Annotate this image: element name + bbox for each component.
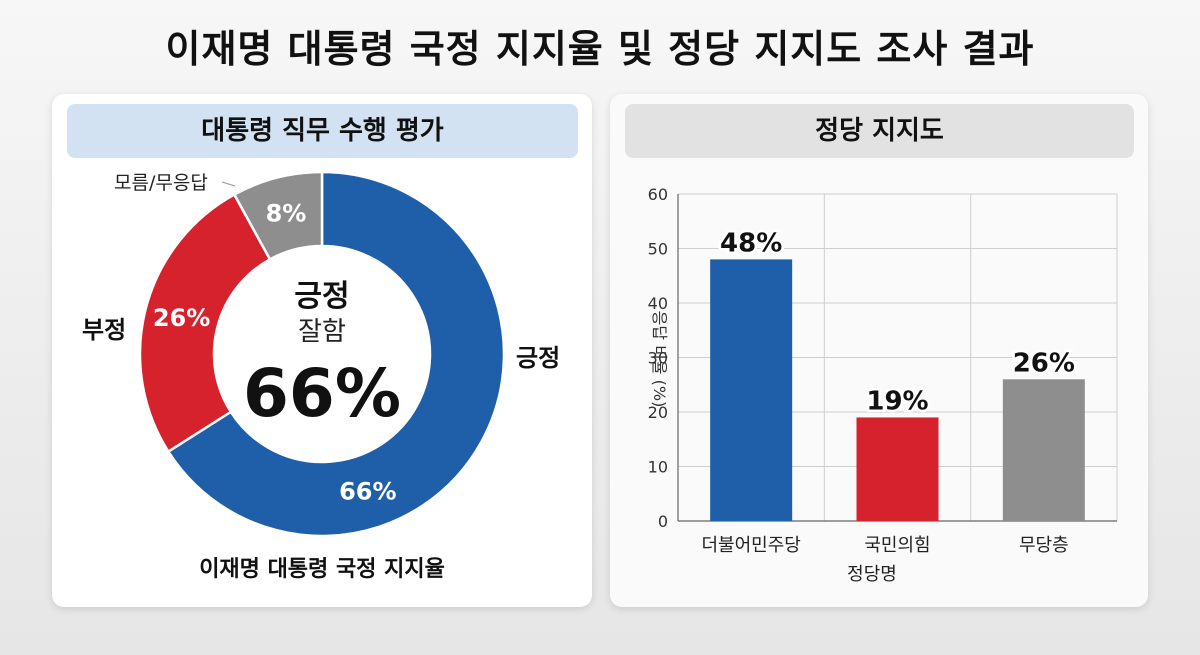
y-tick-label: 50 <box>648 240 668 259</box>
party-panel-header: 정당 지지도 <box>625 104 1134 158</box>
approval-panel-header: 대통령 직무 수행 평가 <box>67 104 578 158</box>
bar-2 <box>856 417 939 521</box>
y-tick-label: 40 <box>648 294 668 313</box>
x-category-label: 더불어민주당 <box>701 535 800 556</box>
page-title: 이재명 대통령 국정 지지율 및 정당 지지도 조사 결과 <box>165 27 1035 71</box>
x-axis-label: 정당명 <box>847 564 897 585</box>
center-value: 66% <box>243 355 401 432</box>
center-sublabel: 잘함 <box>298 317 346 347</box>
approval-caption: 이재명 대통령 국정 지지율 <box>199 557 445 582</box>
bar-value-label: 26% <box>1013 348 1075 378</box>
outer-label-negative: 부정 <box>82 316 126 344</box>
bar-value-label: 48% <box>720 228 782 258</box>
y-tick-label: 30 <box>648 349 668 368</box>
slice-unknown <box>232 170 324 262</box>
bar-value-label: 19% <box>866 386 928 416</box>
y-axis-label: 응답 비율 (%) <box>650 311 669 408</box>
bar-3 <box>1002 379 1085 521</box>
approval-panel: 대통령 직무 수행 평가 66% 26% 8% 긍정 잘함 66% 긍정 부정 모름… <box>52 94 592 607</box>
x-category-label: 무당층 <box>1019 535 1069 556</box>
party-support-panel: 정당 지지도 48% 19% 26% 0 10 20 30 40 50 60 더불어민주당 국민의힘… <box>610 94 1148 607</box>
y-tick-label: 20 <box>648 403 668 422</box>
approval-donut-chart: 66% 26% 8% 긍정 잘함 66% 긍정 부정 모름/무응답 이재명 대통령 … <box>82 170 560 582</box>
slice-positive <box>166 170 506 538</box>
outer-label-positive: 긍정 <box>516 344 560 372</box>
unknown-leader-line <box>221 181 236 187</box>
x-category-label: 국민의힘 <box>864 535 930 556</box>
y-tick-label: 60 <box>648 185 668 204</box>
slice-label-unknown: 8% <box>266 200 307 228</box>
slice-label-negative: 26% <box>153 304 210 332</box>
party-support-bar-chart: 48% 19% 26% 0 10 20 30 40 50 60 더불어민주당 국민의힘 무당층 응답 … <box>648 185 1118 585</box>
center-positive-label: 긍정 <box>294 279 349 314</box>
y-tick-label: 0 <box>658 512 668 531</box>
slice-negative <box>138 192 272 454</box>
y-tick-label: 10 <box>648 458 668 477</box>
outer-label-unknown: 모름/무응답 <box>114 172 208 194</box>
slice-label-positive: 66% <box>339 478 396 506</box>
bar-1 <box>710 259 793 521</box>
